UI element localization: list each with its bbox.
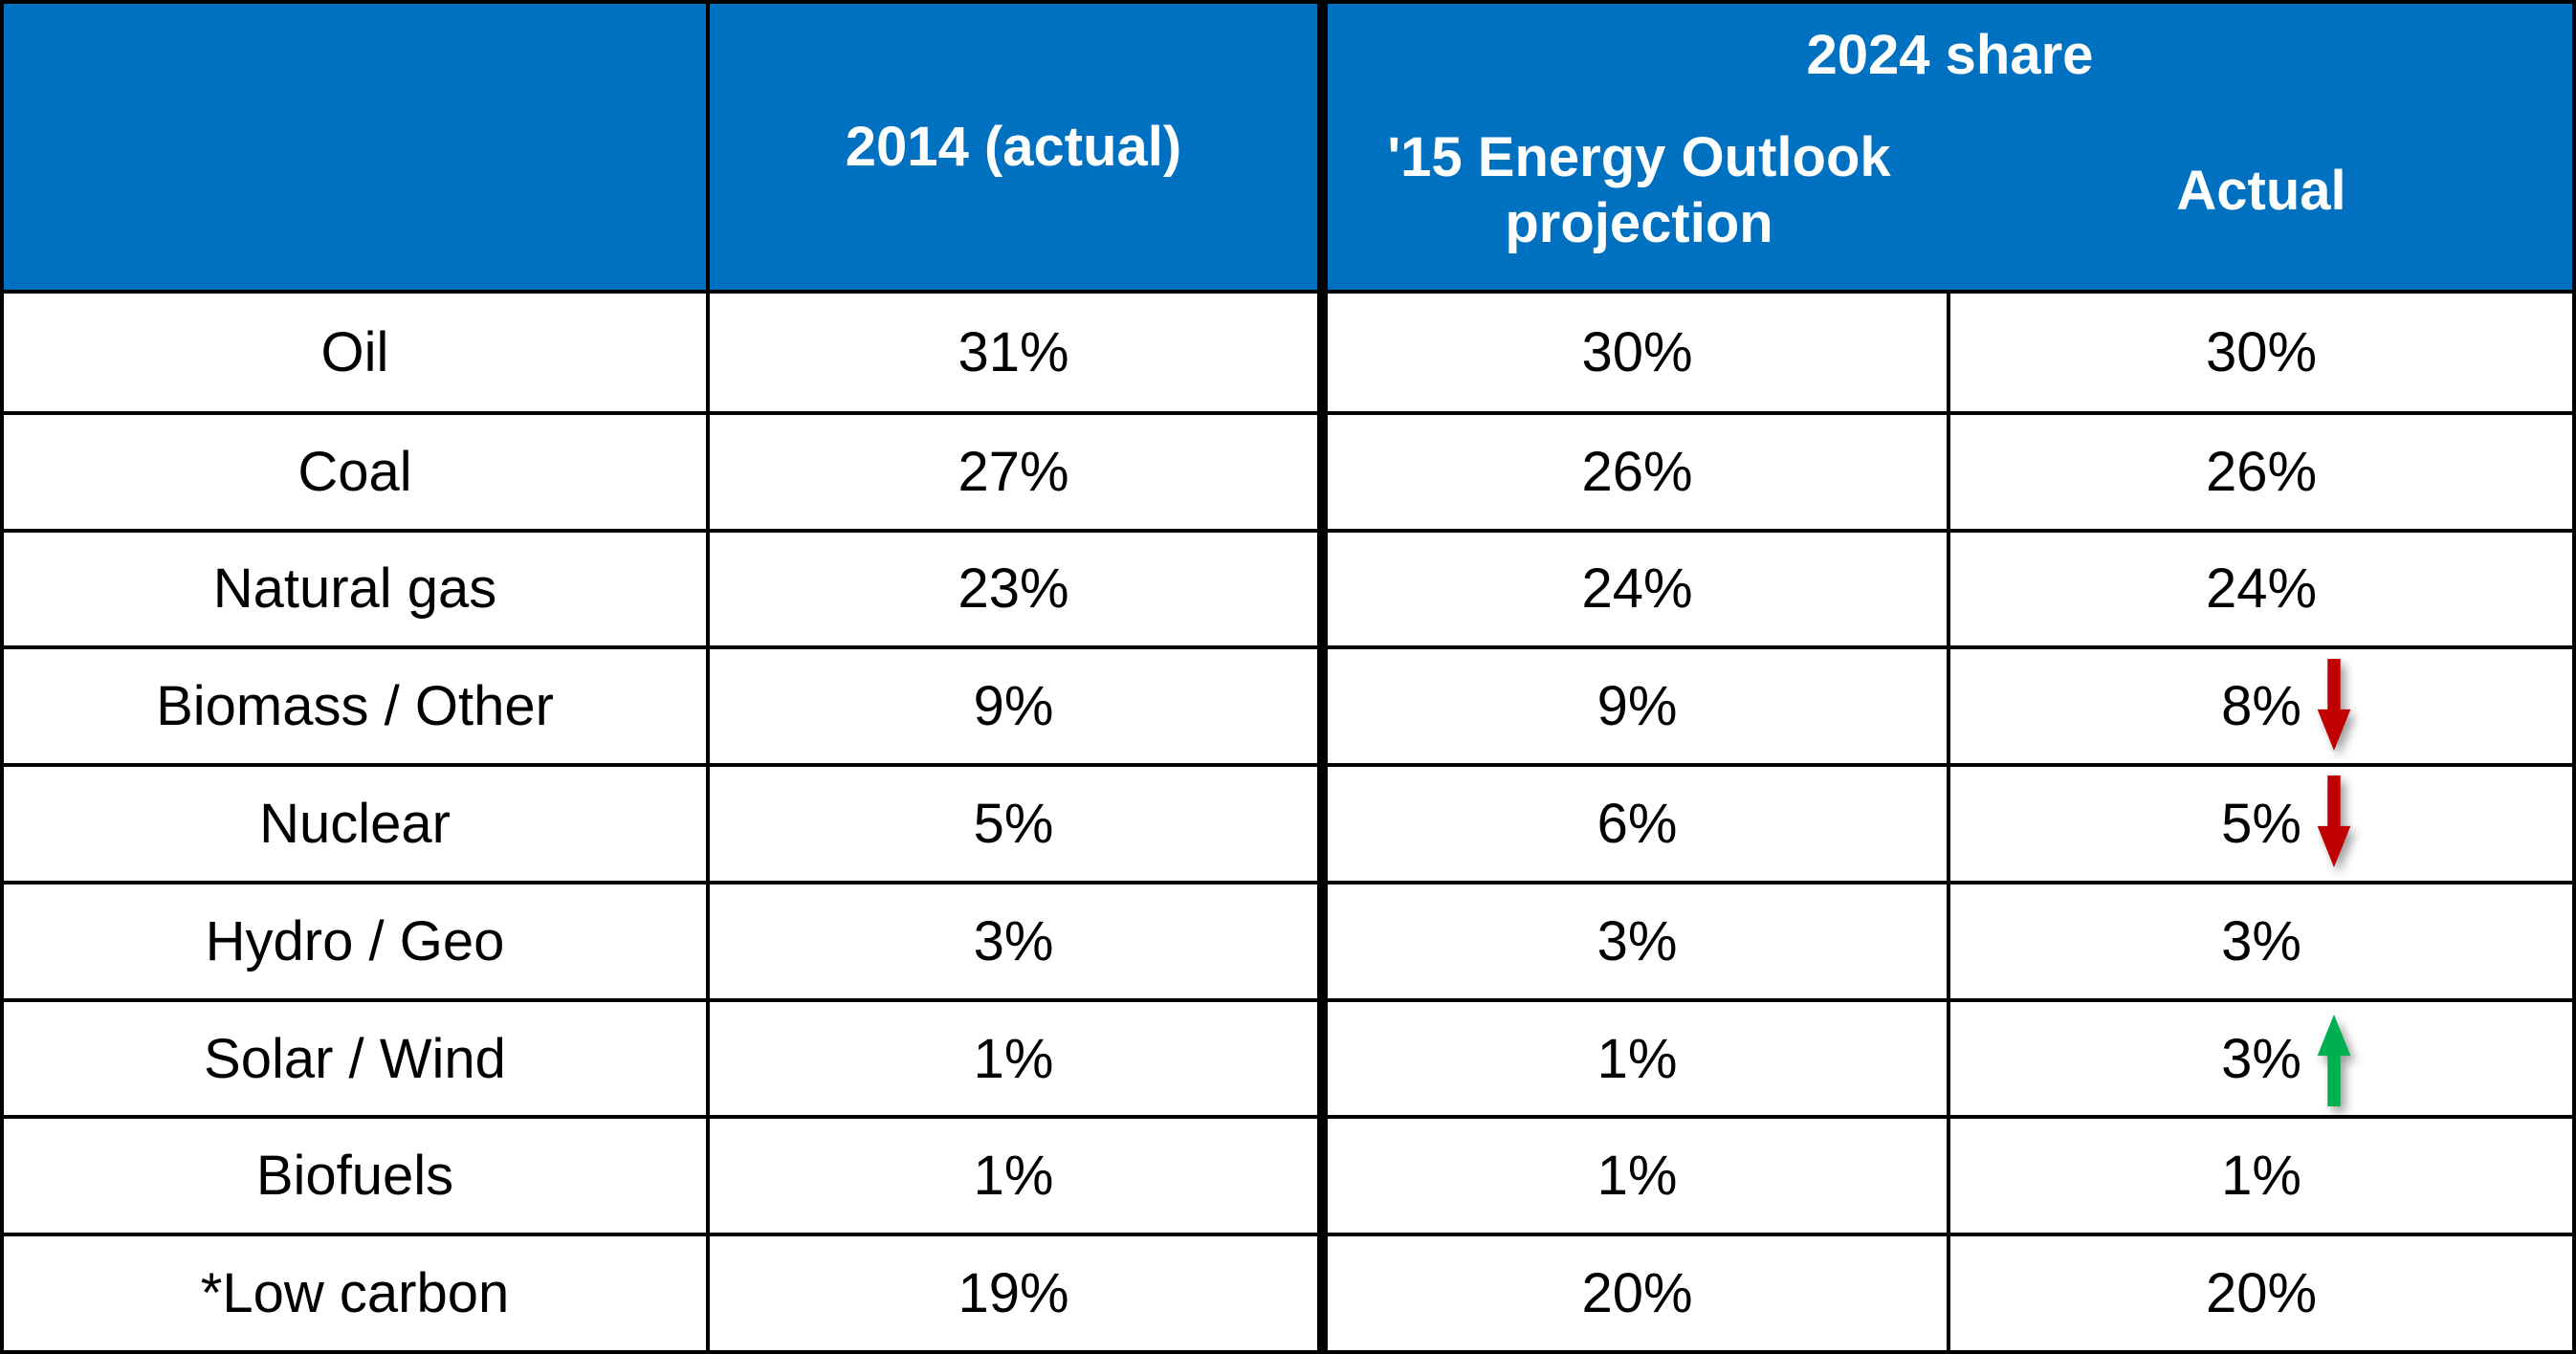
value-projection: 24% — [1581, 557, 1693, 621]
value-projection-cell: 1% — [1328, 997, 1950, 1116]
value-2014: 23% — [958, 557, 1069, 621]
value-2014-cell: 9% — [710, 645, 1328, 764]
value-2014-cell: 31% — [710, 294, 1328, 411]
row-label: Natural gas — [212, 557, 497, 621]
value-2014: 5% — [973, 792, 1054, 855]
value-2014-cell: 1% — [710, 997, 1328, 1116]
header-actual: Actual — [1950, 92, 2572, 294]
value-2014: 1% — [973, 1145, 1054, 1208]
header-2014-actual: 2014 (actual) — [710, 4, 1328, 294]
row-label-cell: *Low carbon — [4, 1233, 710, 1350]
value-actual-cell: 30% — [1950, 294, 2572, 411]
value-2014: 3% — [973, 909, 1054, 972]
header-2024-share-group: 2024 share — [1328, 4, 2572, 92]
value-actual: 5% — [2221, 792, 2301, 855]
value-projection: 1% — [1596, 1027, 1678, 1090]
value-2014-cell: 3% — [710, 880, 1328, 998]
value-actual-cell: 3% — [1950, 880, 2572, 998]
value-actual: 3% — [2221, 909, 2301, 972]
row-label: *Low carbon — [200, 1262, 510, 1325]
value-2014-cell: 27% — [710, 410, 1328, 529]
value-actual-cell: 8% — [1950, 645, 2572, 764]
value-actual: 3% — [2221, 1027, 2301, 1090]
row-label-cell: Natural gas — [4, 528, 710, 646]
row-label: Nuclear — [259, 792, 451, 855]
row-label-cell: Biomass / Other — [4, 645, 710, 764]
value-actual-cell: 5% — [1950, 763, 2572, 881]
value-actual: 20% — [2205, 1262, 2318, 1325]
value-projection-cell: 9% — [1328, 645, 1950, 764]
row-label: Oil — [320, 320, 389, 383]
value-projection: 6% — [1596, 792, 1678, 855]
value-actual-cell: 20% — [1950, 1233, 2572, 1350]
value-projection: 26% — [1581, 440, 1693, 503]
value-projection-cell: 1% — [1328, 1115, 1950, 1234]
value-actual-cell: 24% — [1950, 528, 2572, 646]
value-projection: 30% — [1581, 320, 1693, 383]
row-label-cell: Solar / Wind — [4, 997, 710, 1116]
value-2014: 27% — [958, 440, 1069, 503]
value-projection-cell: 20% — [1328, 1233, 1950, 1350]
value-2014: 1% — [973, 1027, 1054, 1090]
trend-down-icon — [2317, 658, 2351, 754]
value-2014: 19% — [958, 1262, 1069, 1325]
value-actual-cell: 26% — [1950, 410, 2572, 529]
value-projection-cell: 30% — [1328, 294, 1950, 411]
value-2014-cell: 1% — [710, 1115, 1328, 1234]
header-outlook-projection: '15 Energy Outlook projection — [1328, 92, 1950, 294]
value-actual: 24% — [2205, 557, 2318, 621]
trend-down-icon — [2317, 775, 2351, 871]
value-projection-cell: 26% — [1328, 410, 1950, 529]
row-label-cell: Oil — [4, 294, 710, 411]
row-label-cell: Hydro / Geo — [4, 880, 710, 998]
row-label: Coal — [297, 440, 412, 503]
value-2014-cell: 23% — [710, 528, 1328, 646]
row-label: Biomass / Other — [156, 675, 554, 738]
value-actual: 8% — [2221, 675, 2301, 738]
header-outlook-projection-label: '15 Energy Outlook projection — [1387, 126, 1891, 254]
value-actual: 30% — [2205, 320, 2318, 383]
value-projection: 20% — [1581, 1262, 1693, 1325]
row-label: Hydro / Geo — [205, 909, 505, 972]
value-projection-cell: 24% — [1328, 528, 1950, 646]
value-2014-cell: 5% — [710, 763, 1328, 881]
value-2014: 9% — [973, 675, 1054, 738]
value-actual-cell: 3% — [1950, 997, 2572, 1116]
row-label-cell: Nuclear — [4, 763, 710, 881]
value-projection-cell: 6% — [1328, 763, 1950, 881]
row-label: Biofuels — [255, 1145, 454, 1208]
value-2014-cell: 19% — [710, 1233, 1328, 1350]
value-projection: 1% — [1596, 1145, 1678, 1208]
row-label-cell: Biofuels — [4, 1115, 710, 1234]
value-projection-cell: 3% — [1328, 880, 1950, 998]
trend-up-icon — [2317, 1011, 2351, 1107]
value-actual: 1% — [2221, 1145, 2301, 1208]
header-blank-cell — [4, 4, 710, 294]
value-actual-cell: 1% — [1950, 1115, 2572, 1234]
row-label: Solar / Wind — [204, 1027, 506, 1090]
value-2014: 31% — [958, 320, 1069, 383]
value-actual: 26% — [2205, 440, 2318, 503]
value-projection: 3% — [1596, 909, 1678, 972]
row-label-cell: Coal — [4, 410, 710, 529]
value-projection: 9% — [1596, 675, 1678, 738]
